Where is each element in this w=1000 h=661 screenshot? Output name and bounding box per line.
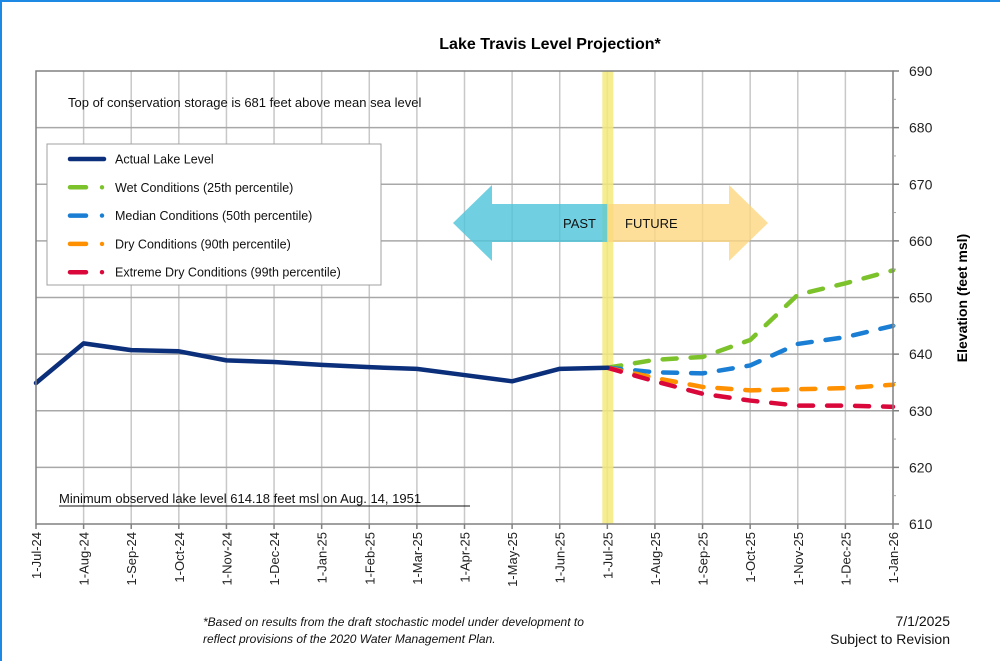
x-tick-label: 1-Aug-25 (648, 532, 663, 585)
stamp-revision: Subject to Revision (830, 631, 950, 647)
legend-item: Extreme Dry Conditions (99th percentile) (67, 266, 341, 280)
y-tick-labels: 610 620 630 640 650 660 670 680 690 (909, 63, 933, 532)
legend-label: Wet Conditions (25th percentile) (115, 181, 293, 195)
x-tick-label: 1-Aug-24 (77, 532, 92, 585)
y-tick-label: 680 (909, 120, 933, 136)
y-tick-label: 670 (909, 176, 933, 192)
x-tick-label: 1-Dec-24 (267, 532, 282, 585)
current-date-band (602, 71, 614, 524)
legend-label: Median Conditions (50th percentile) (115, 209, 312, 223)
x-tick-label: 1-Oct-25 (743, 532, 758, 583)
y-tick-label: 630 (909, 403, 933, 419)
legend-swatch-dot (99, 185, 105, 190)
top-annotation: Top of conservation storage is 681 feet … (68, 95, 421, 110)
y-tick-label: 660 (909, 233, 933, 249)
past-arrow (453, 185, 608, 261)
x-tick-label: 1-Mar-25 (410, 532, 425, 585)
stamp-date: 7/1/2025 (895, 613, 951, 629)
x-tick-label: 1-Jul-25 (600, 532, 615, 579)
x-tick-label: 1-Nov-25 (791, 532, 806, 585)
revision-stamp: 7/1/2025 Subject to Revision (830, 612, 950, 648)
legend-label: Dry Conditions (90th percentile) (115, 237, 291, 251)
legend-label: Extreme Dry Conditions (99th percentile) (115, 266, 341, 280)
series-group (33, 268, 896, 410)
legend-item: Actual Lake Level (67, 153, 214, 167)
chart-title: Lake Travis Level Projection* (439, 36, 661, 53)
legend-swatch-dot (99, 241, 105, 247)
x-tick-label: 1-Sep-25 (696, 532, 711, 585)
y-tick-label: 640 (909, 346, 933, 362)
y-tick-label: 620 (909, 459, 933, 475)
future-arrow (607, 185, 768, 261)
bottom-annotation: Minimum observed lake level 614.18 feet … (59, 491, 421, 506)
past-future-arrows: PAST FUTURE (453, 185, 768, 261)
x-tick-label: 1-Jan-25 (315, 532, 330, 583)
legend-item: Dry Conditions (90th percentile) (67, 237, 291, 251)
current-date-marker (602, 71, 614, 524)
y-tick-label: 610 (909, 516, 933, 532)
x-tick-label: 1-Oct-24 (172, 532, 187, 583)
x-tick-label: 1-May-25 (505, 532, 520, 587)
x-tick-label: 1-Jul-24 (29, 532, 44, 579)
legend-item: Wet Conditions (25th percentile) (67, 181, 293, 195)
legend-label: Actual Lake Level (115, 153, 214, 167)
x-tick-label: 1-Apr-25 (458, 532, 473, 583)
x-tick-label: 1-Feb-25 (362, 532, 377, 585)
footnote-line-2: reflect provisions of the 2020 Water Man… (203, 632, 496, 646)
x-tick-label: 1-Jan-26 (886, 532, 901, 583)
y-tick-label: 650 (909, 290, 933, 306)
x-tick-label: 1-Nov-24 (219, 532, 234, 585)
window-border-top (0, 0, 1000, 2)
y-axis-label: Elevation (feet msl) (954, 234, 970, 362)
grid (36, 71, 893, 524)
past-label: PAST (563, 216, 596, 231)
x-tick-label: 1-Dec-25 (838, 532, 853, 585)
axes (35, 70, 899, 529)
footnote: *Based on results from the draft stochas… (203, 614, 723, 648)
legend: Actual Lake Level Wet Conditions (25th pe… (46, 143, 382, 286)
footnote-line-1: *Based on results from the draft stochas… (203, 615, 584, 629)
x-tick-label: 1-Jun-25 (553, 532, 568, 583)
future-label: FUTURE (625, 216, 678, 231)
legend-item: Median Conditions (50th percentile) (67, 209, 312, 223)
y-tick-label: 690 (909, 63, 933, 79)
window-border-left (0, 0, 2, 661)
x-tick-label: 1-Sep-24 (124, 532, 139, 585)
legend-swatch-dot (99, 270, 105, 275)
x-tick-labels: 1-Jul-24 1-Aug-24 1-Sep-24 1-Oct-24 1-Nov-24… (29, 532, 901, 587)
legend-swatch-dot (99, 213, 105, 218)
